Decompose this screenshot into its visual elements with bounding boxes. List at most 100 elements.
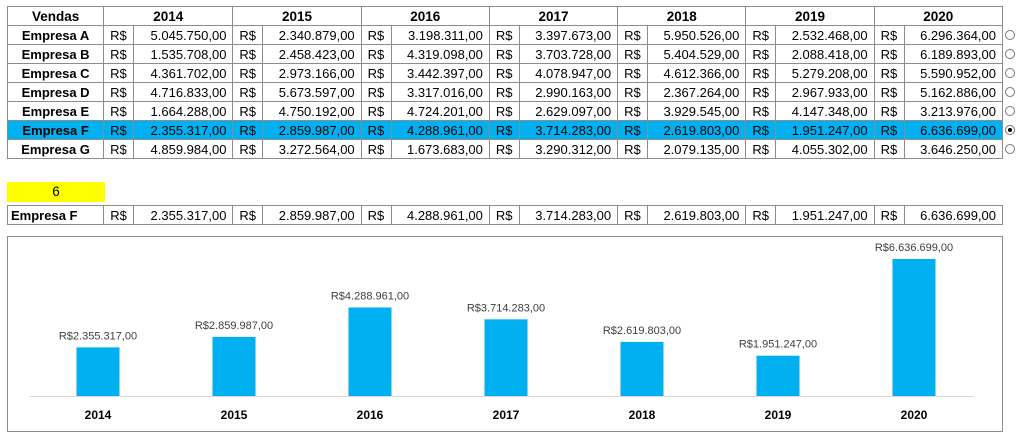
currency-symbol: R$ <box>873 139 905 159</box>
table-row[interactable]: Empresa G R$ 4.859.984,00 R$ 3.272.564,00 R$ 1… <box>6 139 1004 159</box>
currency-symbol: R$ <box>360 101 392 121</box>
currency-symbol: R$ <box>360 63 392 83</box>
sales-value: 3.442.397,00 <box>390 63 490 83</box>
currency-symbol: R$ <box>232 25 264 45</box>
currency-symbol: R$ <box>103 82 135 102</box>
bar-2017[interactable] <box>484 319 528 396</box>
x-tick-label: 2016 <box>357 408 384 422</box>
x-tick-label: 2020 <box>901 408 928 422</box>
data-label: R$6.636.699,00 <box>875 242 953 254</box>
sales-value: 5.673.597,00 <box>262 82 362 102</box>
data-label: R$1.951.247,00 <box>739 339 817 351</box>
bar-2019[interactable] <box>756 355 800 396</box>
row-radio-button[interactable] <box>1005 68 1015 78</box>
currency-symbol: R$ <box>488 101 520 121</box>
table-row[interactable]: Empresa F R$ 2.355.317,00 R$ 2.859.987,00 R$ 4… <box>6 120 1004 140</box>
sales-value: 4.859.984,00 <box>133 139 234 159</box>
selected-index-cell[interactable]: 6 <box>7 182 105 202</box>
company-name: Empresa F <box>6 120 105 140</box>
company-name: Empresa G <box>6 139 105 159</box>
currency-symbol: R$ <box>873 101 905 121</box>
header-row: Vendas 2014 2015 2016 2017 2018 2019 2020 <box>6 6 1004 26</box>
currency-symbol: R$ <box>360 120 392 140</box>
currency-symbol: R$ <box>873 120 905 140</box>
sales-value: 3.646.250,00 <box>903 139 1004 159</box>
row-radio-button[interactable] <box>1005 125 1015 135</box>
x-tick-label: 2018 <box>629 408 656 422</box>
row-radio-button[interactable] <box>1005 87 1015 97</box>
selected-value: 1.951.247,00 <box>775 205 875 225</box>
bar-2014[interactable] <box>76 347 120 396</box>
bar-2020[interactable] <box>892 259 936 396</box>
row-radio-button[interactable] <box>1005 144 1015 154</box>
sales-value: 2.079.135,00 <box>647 139 747 159</box>
company-name: Empresa C <box>6 63 105 83</box>
data-label: R$4.288.961,00 <box>331 290 409 302</box>
currency-symbol: R$ <box>873 25 905 45</box>
sales-value: 2.088.418,00 <box>775 44 875 64</box>
selected-row: Empresa F R$ 2.355.317,00 R$ 2.859.987,00 R$… <box>6 205 1004 225</box>
currency-symbol: R$ <box>232 82 264 102</box>
currency-symbol: R$ <box>617 82 649 102</box>
currency-symbol: R$ <box>103 205 135 225</box>
sales-value: 6.296.364,00 <box>903 25 1004 45</box>
table-row[interactable]: Empresa B R$ 1.535.708,00 R$ 2.458.423,00 R$ 4… <box>6 44 1004 64</box>
data-label: R$2.859.987,00 <box>195 320 273 332</box>
currency-symbol: R$ <box>232 44 264 64</box>
currency-symbol: R$ <box>103 25 135 45</box>
bar-2018[interactable] <box>620 341 664 396</box>
sales-value: 3.213.976,00 <box>903 101 1004 121</box>
selected-row-table: Empresa F R$ 2.355.317,00 R$ 2.859.987,00 R$… <box>6 205 1004 225</box>
currency-symbol: R$ <box>360 82 392 102</box>
company-name: Empresa E <box>6 101 105 121</box>
sales-value: 3.397.673,00 <box>518 25 619 45</box>
sales-value: 3.317.016,00 <box>390 82 490 102</box>
header-year-2014: 2014 <box>103 6 234 26</box>
x-tick-label: 2017 <box>493 408 520 422</box>
currency-symbol: R$ <box>103 139 135 159</box>
sales-value: 4.361.702,00 <box>133 63 234 83</box>
currency-symbol: R$ <box>617 44 649 64</box>
row-radio-button[interactable] <box>1005 30 1015 40</box>
data-label: R$2.619.803,00 <box>603 325 681 337</box>
currency-symbol: R$ <box>488 205 520 225</box>
sales-value: 2.340.879,00 <box>262 25 362 45</box>
sales-value: 2.990.163,00 <box>518 82 619 102</box>
row-radio-button[interactable] <box>1005 49 1015 59</box>
bar-2016[interactable] <box>348 307 392 396</box>
sales-table: Vendas 2014 2015 2016 2017 2018 2019 2020 Empr… <box>6 6 1004 159</box>
company-name: Empresa B <box>6 44 105 64</box>
sales-value: 6.189.893,00 <box>903 44 1004 64</box>
currency-symbol: R$ <box>617 25 649 45</box>
company-name: Empresa D <box>6 82 105 102</box>
header-vendas: Vendas <box>6 6 105 26</box>
x-tick-label: 2014 <box>85 408 112 422</box>
currency-symbol: R$ <box>873 205 905 225</box>
currency-symbol: R$ <box>103 63 135 83</box>
bar-2015[interactable] <box>212 336 256 396</box>
table-row[interactable]: Empresa E R$ 1.664.288,00 R$ 4.750.192,00 R$ 4… <box>6 101 1004 121</box>
data-label: R$2.355.317,00 <box>59 330 137 342</box>
sales-value: 5.590.952,00 <box>903 63 1004 83</box>
table-row[interactable]: Empresa C R$ 4.361.702,00 R$ 2.973.166,00 R$ 3… <box>6 63 1004 83</box>
table-row[interactable]: Empresa A R$ 5.045.750,00 R$ 2.340.879,00 R$ 3… <box>6 25 1004 45</box>
sales-value: 3.272.564,00 <box>262 139 362 159</box>
currency-symbol: R$ <box>488 25 520 45</box>
sales-value: 5.279.208,00 <box>775 63 875 83</box>
sales-value: 3.703.728,00 <box>518 44 619 64</box>
sales-value: 4.288.961,00 <box>390 120 490 140</box>
sales-value: 5.162.886,00 <box>903 82 1004 102</box>
header-year-2018: 2018 <box>617 6 747 26</box>
row-radio-button[interactable] <box>1005 106 1015 116</box>
header-year-2020: 2020 <box>873 6 1004 26</box>
selected-value: 2.859.987,00 <box>262 205 362 225</box>
company-name: Empresa A <box>6 25 105 45</box>
sales-value: 4.724.201,00 <box>390 101 490 121</box>
sales-value: 4.612.366,00 <box>647 63 747 83</box>
sales-value: 3.714.283,00 <box>518 120 619 140</box>
sales-value: 1.664.288,00 <box>133 101 234 121</box>
table-row[interactable]: Empresa D R$ 4.716.833,00 R$ 5.673.597,00 R$ 3… <box>6 82 1004 102</box>
sales-value: 5.045.750,00 <box>133 25 234 45</box>
selected-value: 3.714.283,00 <box>518 205 619 225</box>
x-tick-label: 2015 <box>221 408 248 422</box>
